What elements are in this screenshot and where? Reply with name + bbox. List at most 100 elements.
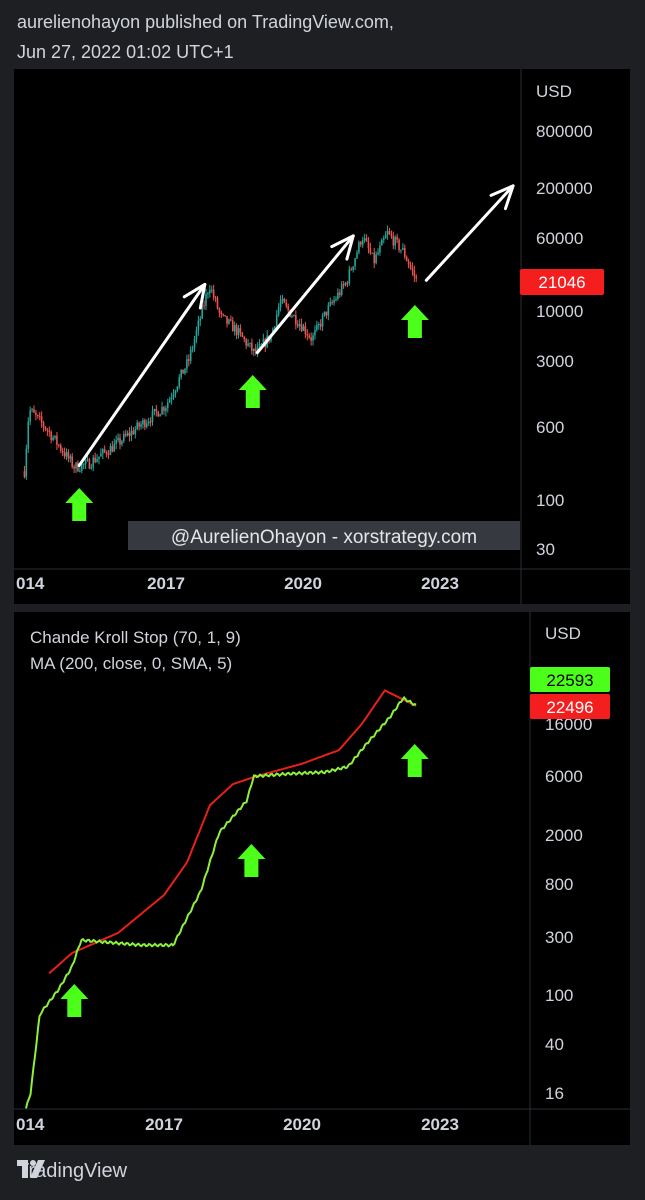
candle-body — [346, 282, 349, 284]
candle-body — [274, 326, 276, 329]
price-chart[interactable]: USD 800000 200000 60000 10000 3000 600 100 30 014… — [14, 69, 630, 604]
indicator-axis-tick: 2000 — [545, 826, 583, 845]
moving-average-line — [48, 689, 417, 975]
candle-body — [306, 334, 309, 336]
price-axis-tick: 10000 — [536, 302, 583, 321]
footer: TradingView — [17, 1160, 127, 1183]
footer-brand: TradingView — [17, 1160, 128, 1182]
candle-body — [369, 248, 372, 254]
candle-body — [256, 346, 259, 354]
price-axis-tick: 30 — [536, 540, 555, 559]
candle-body — [103, 449, 106, 452]
candle-body — [205, 294, 207, 306]
candle-body — [377, 252, 379, 255]
cks-value-tag — [530, 667, 610, 692]
candle-body — [71, 456, 74, 467]
candle-body — [354, 258, 356, 267]
candle-body — [317, 323, 320, 325]
trend-arrow-head — [182, 282, 207, 310]
candle-body — [186, 359, 188, 369]
time-axis-tick: 2020 — [284, 574, 322, 593]
candle-body — [260, 343, 263, 345]
candle-body — [52, 437, 54, 441]
indicator-chart[interactable]: USD Chande Kroll Stop (70, 1, 9) MA (200, … — [14, 612, 630, 1145]
candle-body — [249, 342, 251, 344]
candle-body — [281, 298, 284, 301]
candle-body — [210, 289, 213, 291]
candle-body — [50, 431, 52, 441]
green-up-arrow — [237, 844, 266, 877]
candle-body — [344, 282, 347, 286]
candle-body — [82, 463, 85, 465]
candle-body — [80, 463, 83, 471]
candle-body — [409, 264, 412, 268]
candle-body — [388, 231, 391, 234]
time-axis-tick: 014 — [16, 1115, 45, 1134]
candle-body — [400, 249, 402, 251]
candle-body — [42, 422, 45, 428]
indicator-axis-tick: 300 — [545, 928, 573, 947]
candle-body — [394, 236, 397, 246]
indicator-chart-panel[interactable]: USD Chande Kroll Stop (70, 1, 9) MA (200, … — [14, 612, 630, 1145]
indicator-axis-tick: 800 — [545, 875, 573, 894]
candle-body — [136, 422, 139, 430]
candle-body — [252, 348, 255, 351]
price-axis-tick: 3000 — [536, 352, 574, 371]
last-price-value: 21046 — [538, 273, 585, 292]
candle-body — [392, 236, 395, 246]
candle-body — [117, 437, 119, 441]
candle-body — [296, 324, 299, 327]
candle-body — [360, 242, 362, 245]
candle-body — [239, 328, 242, 333]
candle-body — [138, 422, 140, 427]
candle-body — [384, 234, 387, 239]
candle-body — [79, 470, 81, 472]
candle-body — [58, 444, 60, 446]
candle-body — [275, 314, 278, 327]
candle-body — [295, 315, 297, 325]
candle-body — [142, 420, 144, 425]
cks-value: 22593 — [546, 671, 593, 690]
publish-date: Jun 27, 2022 01:02 UTC+1 — [17, 42, 234, 62]
candle-body — [65, 451, 68, 457]
indicator-axis-tick: 6000 — [545, 767, 583, 786]
candle-body — [134, 429, 137, 435]
price-chart-panel[interactable]: USD 800000 200000 60000 10000 3000 600 100 30 014… — [14, 69, 630, 604]
candle-body — [356, 252, 358, 259]
candle-body — [111, 446, 114, 452]
candle-body — [113, 443, 116, 452]
candle-body — [101, 449, 104, 454]
candle-body — [109, 446, 112, 455]
candle-body — [27, 421, 30, 449]
candle-body — [312, 335, 314, 341]
candle-body — [212, 289, 215, 298]
candle-body — [323, 311, 326, 316]
candle-body — [237, 328, 240, 336]
legend-moving-average: MA (200, close, 0, SMA, 5) — [30, 654, 232, 673]
candle-body — [333, 300, 335, 303]
watermark-box — [128, 521, 520, 550]
candle-body — [230, 319, 232, 321]
candle-body — [197, 320, 200, 331]
candle-body — [390, 233, 393, 237]
candle-body — [123, 434, 125, 442]
candle-body — [371, 252, 374, 254]
candle-body — [241, 332, 244, 337]
candle-body — [340, 284, 343, 295]
candle-body — [207, 293, 209, 295]
candle-body — [176, 386, 179, 391]
candle-body — [166, 402, 169, 409]
candle-body — [90, 467, 93, 469]
indicator-axis-currency: USD — [545, 624, 581, 643]
tradingview-logo-icon — [17, 1160, 45, 1178]
candle-body — [321, 315, 324, 327]
candle-body — [411, 267, 414, 271]
candle-body — [342, 284, 345, 286]
candle-body — [382, 238, 385, 240]
time-axis-tick: 2017 — [145, 1115, 183, 1134]
candle-body — [216, 298, 219, 309]
candle-body — [140, 424, 142, 427]
candle-body — [300, 324, 303, 331]
candle-body — [115, 440, 117, 444]
price-axis-tick: 200000 — [536, 179, 593, 198]
